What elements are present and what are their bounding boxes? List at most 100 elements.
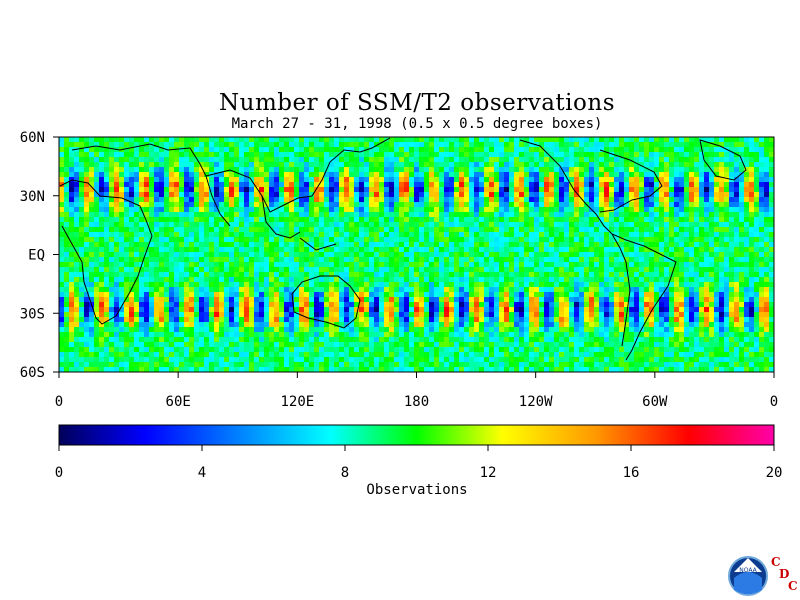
heatmap-cell bbox=[499, 202, 504, 207]
heatmap-cell bbox=[459, 152, 464, 157]
heatmap-cell bbox=[339, 307, 344, 312]
heatmap-cell bbox=[269, 267, 274, 272]
heatmap-cell bbox=[769, 137, 774, 142]
heatmap-cell bbox=[269, 142, 274, 147]
heatmap-cell bbox=[279, 247, 284, 252]
heatmap-cell bbox=[574, 142, 579, 147]
heatmap-cell bbox=[594, 217, 599, 222]
heatmap-cell bbox=[119, 187, 124, 192]
heatmap-cell bbox=[524, 267, 529, 272]
heatmap-cell bbox=[324, 242, 329, 247]
heatmap-cell bbox=[444, 202, 449, 207]
heatmap-cell bbox=[219, 237, 224, 242]
heatmap-cell bbox=[509, 182, 514, 187]
heatmap-cell bbox=[694, 167, 699, 172]
heatmap-cell bbox=[179, 157, 184, 162]
heatmap-cell bbox=[384, 282, 389, 287]
heatmap-cell bbox=[514, 137, 519, 142]
heatmap-cell bbox=[269, 147, 274, 152]
heatmap-cell bbox=[99, 152, 104, 157]
heatmap-cell bbox=[254, 282, 259, 287]
heatmap-cell bbox=[174, 172, 179, 177]
heatmap-cell bbox=[459, 237, 464, 242]
heatmap-cell bbox=[719, 247, 724, 252]
heatmap-cell bbox=[219, 152, 224, 157]
heatmap-cell bbox=[604, 212, 609, 217]
heatmap-cell bbox=[174, 247, 179, 252]
heatmap-cell bbox=[384, 252, 389, 257]
heatmap-cell bbox=[639, 137, 644, 142]
heatmap-cell bbox=[559, 197, 564, 202]
heatmap-cell bbox=[664, 292, 669, 297]
heatmap-cell bbox=[474, 302, 479, 307]
heatmap-cell bbox=[769, 207, 774, 212]
heatmap-cell bbox=[414, 187, 419, 192]
heatmap-cell bbox=[649, 237, 654, 242]
heatmap-cell bbox=[609, 282, 614, 287]
heatmap-cell bbox=[139, 177, 144, 182]
heatmap-cell bbox=[439, 232, 444, 237]
heatmap-cell bbox=[389, 177, 394, 182]
heatmap-cell bbox=[304, 247, 309, 252]
heatmap-cell bbox=[119, 297, 124, 302]
heatmap-cell bbox=[334, 307, 339, 312]
heatmap-cell bbox=[109, 232, 114, 237]
heatmap-cell bbox=[524, 172, 529, 177]
heatmap-cell bbox=[329, 227, 334, 232]
heatmap-cell bbox=[214, 222, 219, 227]
heatmap-cell bbox=[549, 302, 554, 307]
heatmap-cell bbox=[229, 202, 234, 207]
heatmap-cell bbox=[539, 297, 544, 302]
heatmap-cell bbox=[659, 167, 664, 172]
heatmap-cell bbox=[279, 142, 284, 147]
heatmap-cell bbox=[599, 187, 604, 192]
heatmap-cell bbox=[569, 192, 574, 197]
heatmap-cell bbox=[439, 202, 444, 207]
heatmap-cell bbox=[219, 222, 224, 227]
heatmap-cell bbox=[64, 302, 69, 307]
heatmap-cell bbox=[159, 197, 164, 202]
heatmap-cell bbox=[469, 287, 474, 292]
heatmap-cell bbox=[764, 242, 769, 247]
heatmap-cell bbox=[379, 257, 384, 262]
heatmap-cell bbox=[559, 307, 564, 312]
heatmap-cell bbox=[354, 207, 359, 212]
heatmap-cell bbox=[159, 282, 164, 287]
heatmap-cell bbox=[529, 217, 534, 222]
heatmap-cell bbox=[709, 152, 714, 157]
heatmap-cell bbox=[569, 147, 574, 152]
heatmap-cell bbox=[729, 192, 734, 197]
heatmap-cell bbox=[84, 152, 89, 157]
heatmap-cell bbox=[554, 237, 559, 242]
heatmap-cell bbox=[499, 207, 504, 212]
heatmap-cell bbox=[519, 197, 524, 202]
heatmap-cell bbox=[544, 212, 549, 217]
heatmap-cell bbox=[359, 157, 364, 162]
heatmap-cell bbox=[514, 157, 519, 162]
heatmap-cell bbox=[719, 147, 724, 152]
heatmap-cell bbox=[474, 152, 479, 157]
heatmap-cell bbox=[509, 247, 514, 252]
heatmap-cell bbox=[479, 162, 484, 167]
heatmap-cell bbox=[704, 147, 709, 152]
heatmap-cell bbox=[744, 172, 749, 177]
heatmap-cell bbox=[194, 187, 199, 192]
heatmap-cell bbox=[189, 262, 194, 267]
heatmap-cell bbox=[234, 167, 239, 172]
heatmap-cell bbox=[449, 142, 454, 147]
heatmap-cell bbox=[429, 172, 434, 177]
heatmap-cell bbox=[499, 257, 504, 262]
heatmap-cell bbox=[444, 247, 449, 252]
heatmap-cell bbox=[419, 207, 424, 212]
heatmap-cell bbox=[324, 217, 329, 222]
heatmap-cell bbox=[684, 262, 689, 267]
heatmap-cell bbox=[194, 202, 199, 207]
heatmap-cell bbox=[689, 187, 694, 192]
heatmap-cell bbox=[439, 272, 444, 277]
heatmap-cell bbox=[554, 177, 559, 182]
heatmap-cell bbox=[654, 302, 659, 307]
heatmap-cell bbox=[429, 232, 434, 237]
heatmap-cell bbox=[64, 297, 69, 302]
heatmap-cell bbox=[194, 217, 199, 222]
heatmap-cell bbox=[384, 292, 389, 297]
